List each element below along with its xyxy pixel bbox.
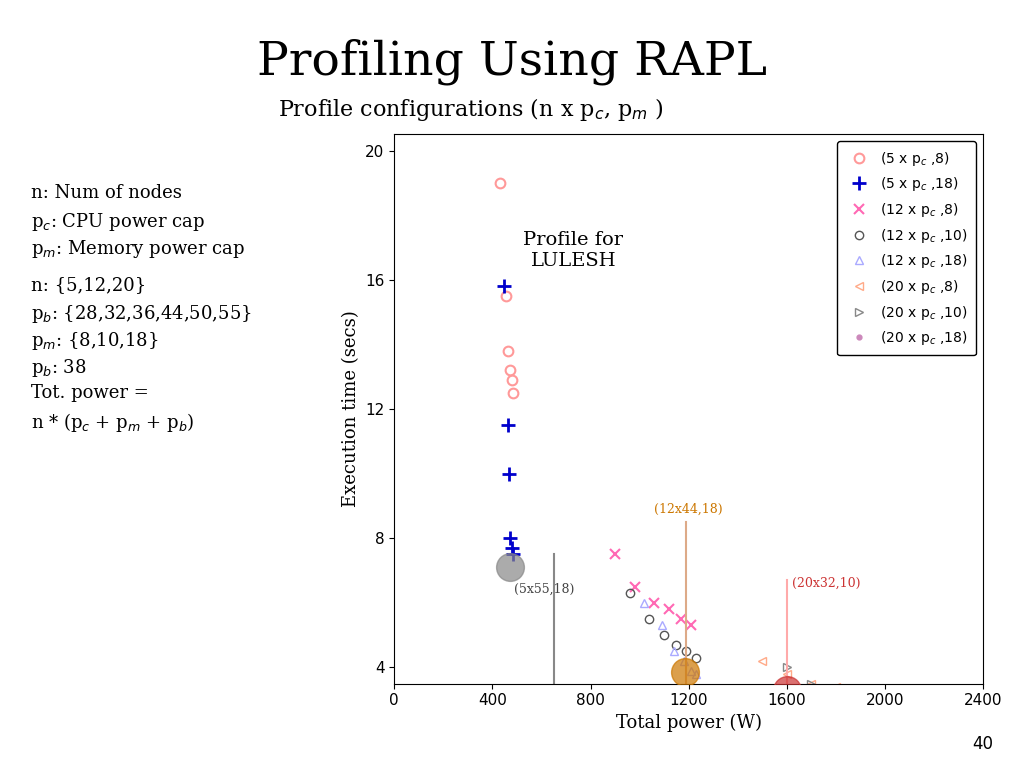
Point [677,666,693,678]
Legend: (5 x p$_c$ ,8), (5 x p$_c$ ,18), (12 x p$_c$ ,8), (12 x p$_c$ ,10), (12 x p$_c$ : (5 x p$_c$ ,8), (5 x p$_c$ ,18), (12 x p… [838,141,976,356]
Text: p$_m$: Memory power cap: p$_m$: Memory power cap [31,238,245,260]
Text: (5x55,18): (5x55,18) [514,583,574,596]
Text: Profiling Using RAPL: Profiling Using RAPL [257,38,767,85]
Text: Tot. power =: Tot. power = [31,384,148,402]
Text: (12x44,18): (12x44,18) [654,502,723,515]
Text: p$_b$: {28,32,36,44,50,55}: p$_b$: {28,32,36,44,50,55} [31,303,252,326]
Text: n * (p$_c$ + p$_m$ + p$_b$): n * (p$_c$ + p$_m$ + p$_b$) [31,411,195,434]
X-axis label: Total power (W): Total power (W) [615,713,762,732]
Text: n: Num of nodes: n: Num of nodes [31,184,181,202]
Point [778,684,795,696]
Text: Profile configurations (n x p$_c$, p$_m$ ): Profile configurations (n x p$_c$, p$_m$… [279,96,664,123]
Text: 40: 40 [972,735,993,753]
Text: Profile for
LULESH: Profile for LULESH [523,231,624,270]
Text: n: {5,12,20}: n: {5,12,20} [31,276,146,294]
Text: (20x32,10): (20x32,10) [792,577,860,590]
Text: p$_m$: {8,10,18}: p$_m$: {8,10,18} [31,330,159,353]
Point [502,561,518,574]
Text: p$_c$: CPU power cap: p$_c$: CPU power cap [31,211,205,233]
Y-axis label: Execution time (secs): Execution time (secs) [342,310,359,508]
Text: p$_b$: 38: p$_b$: 38 [31,357,86,379]
